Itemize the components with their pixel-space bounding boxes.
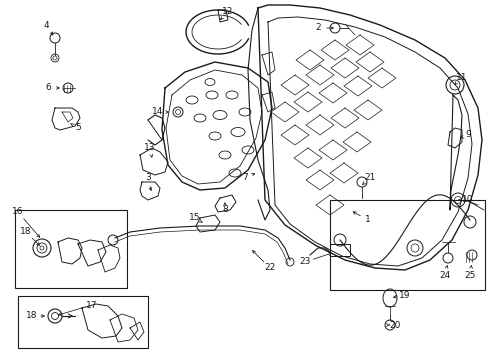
Text: 7: 7: [242, 174, 247, 183]
Text: 12: 12: [222, 8, 233, 17]
Text: 21: 21: [364, 174, 375, 183]
Text: 25: 25: [464, 270, 475, 279]
Text: 4: 4: [43, 21, 49, 30]
Text: 11: 11: [455, 73, 467, 82]
Text: 20: 20: [388, 320, 400, 329]
Text: 14: 14: [152, 108, 163, 117]
Bar: [329, 244, 349, 256]
Text: 16: 16: [12, 207, 24, 216]
Bar: [15, 210, 127, 288]
Text: 17: 17: [86, 301, 98, 310]
Text: 1: 1: [365, 216, 370, 225]
Text: 23: 23: [299, 257, 310, 266]
Text: 22: 22: [264, 264, 275, 273]
Text: 15: 15: [189, 213, 201, 222]
Text: 10: 10: [461, 195, 473, 204]
Text: 9: 9: [464, 130, 470, 139]
Text: 2: 2: [315, 23, 320, 32]
Text: 24: 24: [439, 270, 450, 279]
Text: 13: 13: [144, 144, 156, 153]
Text: 5: 5: [75, 123, 81, 132]
Text: 18: 18: [26, 311, 38, 320]
Text: 18: 18: [20, 228, 32, 237]
Bar: [18, 296, 148, 348]
Text: 6: 6: [45, 84, 51, 93]
Text: 3: 3: [145, 174, 151, 183]
Text: 19: 19: [398, 291, 410, 300]
Text: 8: 8: [222, 206, 227, 215]
Bar: [329, 200, 484, 290]
